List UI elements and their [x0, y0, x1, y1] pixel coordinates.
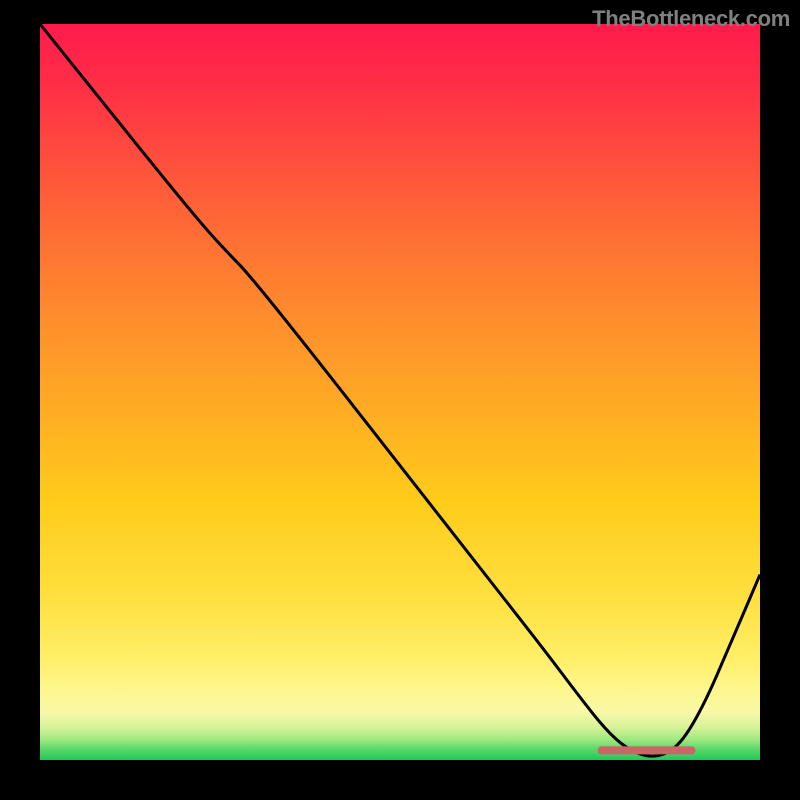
- bottleneck-chart: [0, 0, 800, 800]
- watermark-text: TheBottleneck.com: [592, 6, 790, 32]
- gradient-background: [40, 24, 760, 760]
